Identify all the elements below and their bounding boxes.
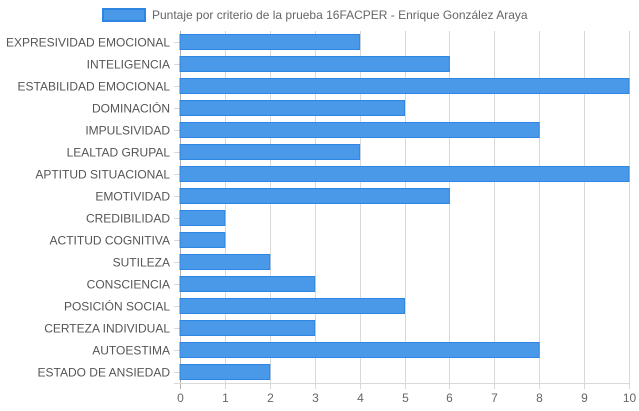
category-label: CERTEZA INDIVIDUAL: [44, 322, 170, 336]
category-label: EMOTIVIDAD: [95, 190, 170, 204]
category-label: LEALTAD GRUPAL: [67, 146, 171, 160]
category-label: SUTILEZA: [113, 256, 170, 270]
x-tick-label: 10: [623, 391, 637, 405]
category-label: ESTABILIDAD EMOCIONAL: [18, 80, 171, 94]
bar: [179, 144, 361, 160]
bar: [179, 34, 361, 50]
bar: [179, 298, 405, 314]
x-tick-label: 8: [536, 391, 543, 405]
bar: [179, 342, 540, 358]
bar: [179, 232, 226, 248]
category-label: ACTITUD COGNITIVA: [50, 234, 170, 248]
category-label: APTITUD SITUACIONAL: [35, 168, 170, 182]
x-tick-label: 9: [581, 391, 588, 405]
category-label: ESTADO DE ANSIEDAD: [38, 366, 171, 380]
category-label: AUTOESTIMA: [92, 344, 170, 358]
category-label: IMPULSIVIDAD: [85, 124, 170, 138]
bar: [179, 364, 271, 380]
x-tick-label: 2: [267, 391, 274, 405]
x-tick-label: 6: [446, 391, 453, 405]
category-label: CONSCIENCIA: [87, 278, 170, 292]
bar: [179, 210, 226, 226]
category-label: POSICIÓN SOCIAL: [64, 299, 170, 314]
bar: [179, 320, 316, 336]
bar: [179, 100, 405, 116]
legend-label: Puntaje por criterio de la prueba 16FACP…: [152, 8, 528, 22]
x-tick-label: 0: [177, 391, 184, 405]
bar: [179, 56, 450, 72]
category-label: INTELIGENCIA: [87, 58, 170, 72]
bar: [179, 188, 450, 204]
x-tick-label: 3: [312, 391, 319, 405]
category-label: EXPRESIVIDAD EMOCIONAL: [6, 36, 170, 50]
category-label: CREDIBILIDAD: [86, 212, 170, 226]
x-tick-label: 1: [222, 391, 229, 405]
legend[interactable]: Puntaje por criterio de la prueba 16FACP…: [102, 5, 528, 25]
x-tick-label: 7: [491, 391, 498, 405]
bar: [179, 276, 316, 292]
bar: [179, 122, 540, 138]
x-tick-label: 5: [402, 391, 409, 405]
category-label: DOMINACIÓN: [92, 101, 170, 116]
bar: [179, 78, 630, 94]
bar: [179, 254, 271, 270]
x-tick-label: 4: [357, 391, 364, 405]
legend-swatch: [102, 8, 146, 22]
bar: [179, 166, 630, 182]
